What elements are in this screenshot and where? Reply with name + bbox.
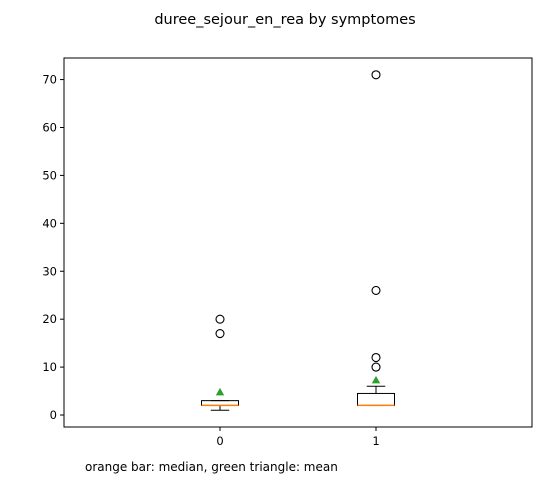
y-tick-label: 70	[42, 73, 57, 87]
outlier-point	[371, 352, 381, 363]
plot-frame	[63, 57, 533, 428]
boxplot-0	[201, 314, 239, 411]
boxplot-1	[357, 70, 395, 407]
chart-caption: orange bar: median, green triangle: mean	[85, 460, 338, 474]
chart-title: duree_sejour_en_rea by symptomes	[154, 12, 415, 28]
outlier-point	[371, 70, 381, 80]
y-tick-label: 50	[42, 168, 57, 182]
x-tick-label: 1	[372, 434, 379, 448]
outlier-point	[371, 362, 381, 372]
outlier-point	[371, 285, 381, 295]
mean-marker	[371, 375, 381, 384]
y-tick-label: 20	[42, 312, 57, 326]
outlier-point	[215, 314, 225, 324]
y-tick-label: 10	[42, 360, 57, 374]
outlier-point	[215, 329, 225, 339]
y-tick-label: 40	[42, 216, 57, 230]
y-axis: 0 10 20 30 40 50 60 70	[42, 73, 64, 422]
x-tick-label: 0	[216, 434, 223, 448]
mean-marker	[215, 387, 225, 396]
y-tick-label: 0	[50, 408, 57, 422]
y-tick-label: 60	[42, 120, 57, 134]
boxplots	[201, 70, 395, 411]
iqr-box	[357, 392, 395, 406]
y-tick-label: 30	[42, 264, 57, 278]
